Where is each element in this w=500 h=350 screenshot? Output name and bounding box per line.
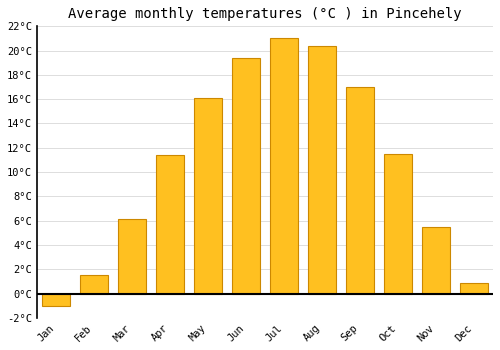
Bar (308, 46, 336, 294)
Bar (422, 227, 450, 294)
Bar (460, 283, 488, 294)
Bar (384, 154, 412, 294)
Bar (346, 87, 374, 294)
Bar (156, 155, 184, 294)
Bar (270, 38, 298, 294)
Bar (42, 294, 70, 306)
Bar (232, 58, 260, 294)
Bar (194, 98, 222, 294)
Bar (80, 275, 108, 294)
Title: Average monthly temperatures (°C ) in Pincehely: Average monthly temperatures (°C ) in Pi… (68, 7, 462, 21)
Bar (118, 219, 146, 294)
